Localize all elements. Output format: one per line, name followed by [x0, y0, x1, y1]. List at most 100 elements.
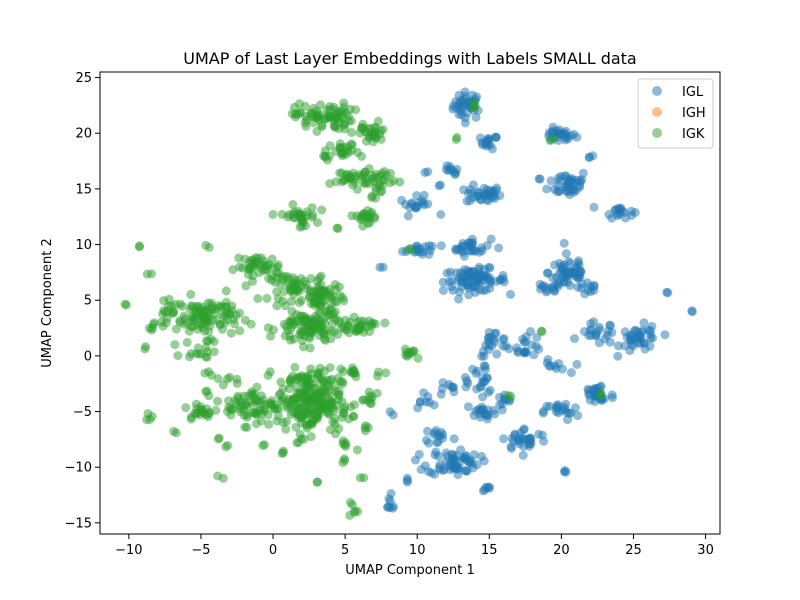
scatter-point-igl: [565, 281, 575, 290]
scatter-point-igk: [349, 368, 359, 378]
scatter-point-igl: [482, 195, 492, 205]
scatter-point-igk: [389, 176, 399, 186]
scatter-point-igk: [272, 287, 282, 297]
scatter-point-igl: [519, 337, 529, 347]
scatter-point-igk: [279, 287, 289, 297]
scatter-point-igl: [607, 390, 617, 400]
scatter-point-igl: [403, 211, 413, 221]
scatter-point-igk: [380, 318, 390, 328]
scatter-point-igl: [551, 407, 561, 416]
y-tick-label: −15: [65, 516, 92, 531]
scatter-point-igk: [413, 353, 423, 363]
scatter-point-igl: [566, 368, 576, 378]
scatter-point-igk: [201, 342, 211, 352]
scatter-point-igk: [329, 309, 339, 319]
scatter-point-igk: [179, 311, 189, 321]
scatter-point-igk: [226, 328, 236, 338]
scatter-point-igk: [209, 337, 219, 347]
scatter-point-igk: [221, 286, 231, 296]
scatter-point-igk: [297, 336, 307, 345]
scatter-point-igk: [292, 394, 302, 404]
scatter-point-igl: [447, 449, 457, 459]
scatter-point-igl: [570, 334, 579, 344]
chart-title: UMAP of Last Layer Embeddings with Label…: [183, 49, 636, 68]
scatter-point-igk: [596, 388, 606, 398]
scatter-point-igl: [506, 289, 515, 299]
scatter-point-igl: [586, 287, 596, 297]
legend-marker-igh: [652, 107, 662, 117]
scatter-point-igk: [248, 255, 258, 265]
scatter-point-igk: [322, 406, 332, 416]
x-tick-label: −10: [115, 543, 142, 558]
scatter-point-igk: [253, 294, 263, 303]
scatter-point-igk: [200, 326, 209, 336]
scatter-point-igk: [307, 203, 317, 213]
scatter-point-igk: [322, 105, 332, 115]
scatter-point-igk: [370, 127, 380, 137]
y-tick-label: −5: [73, 405, 92, 420]
scatter-point-igk: [283, 212, 293, 222]
legend: IGL IGH IGK: [637, 78, 714, 149]
scatter-point-igl: [537, 282, 547, 292]
y-axis-ticks: −15 −10 −5 0 5 10 15 20 25: [65, 71, 100, 531]
scatter-point-igl: [438, 378, 448, 388]
scatter-point-igk: [406, 244, 416, 254]
scatter-point-igk: [309, 300, 319, 310]
scatter-point-igl: [475, 133, 485, 143]
scatter-point-igl: [574, 256, 584, 266]
scatter-point-igk: [213, 434, 223, 444]
scatter-point-igl: [552, 187, 562, 197]
scatter-point-igk: [385, 168, 395, 178]
scatter-point-igk: [327, 397, 336, 407]
scatter-point-igk: [352, 445, 362, 455]
scatter-point-igl: [542, 401, 552, 411]
scatter-point-igl: [613, 351, 623, 361]
scatter-point-igl: [469, 246, 479, 256]
scatter-point-igl: [483, 333, 493, 343]
legend-marker-igl: [652, 86, 662, 96]
scatter-point-igl: [453, 464, 463, 474]
scatter-point-igk: [358, 395, 368, 405]
y-tick-label: 10: [75, 238, 92, 253]
scatter-point-igk: [325, 179, 335, 188]
scatter-point-igl: [483, 387, 493, 397]
scatter-point-igl: [459, 241, 469, 251]
scatter-point-igl: [647, 321, 657, 331]
scatter-point-igl: [469, 450, 479, 460]
scatter-point-igl: [547, 282, 557, 292]
scatter-point-igk: [170, 340, 180, 350]
scatter-point-igk: [309, 103, 319, 113]
y-tick-label: 25: [75, 71, 92, 86]
scatter-point-igk: [404, 349, 414, 359]
scatter-point-igl: [485, 278, 495, 288]
scatter-point-igl: [586, 324, 596, 334]
scatter-point-igl: [613, 341, 623, 351]
scatter-point-igk: [159, 296, 169, 306]
scatter-point-igk: [537, 326, 546, 336]
scatter-point-igk: [326, 334, 336, 344]
scatter-point-igl: [438, 286, 448, 295]
scatter-point-igk: [338, 293, 347, 303]
scatter-point-igl: [498, 274, 508, 284]
scatter-point-igl: [464, 290, 474, 300]
scatter-point-igl: [620, 327, 630, 337]
legend-label-igh: IGH: [682, 106, 706, 121]
scatter-point-igl: [383, 502, 393, 512]
scatter-point-igk: [187, 313, 197, 323]
scatter-point-igk: [207, 370, 216, 380]
scatter-point-igl: [594, 325, 604, 335]
scatter-point-igk: [359, 320, 369, 330]
scatter-point-igk: [347, 500, 357, 510]
scatter-point-igl: [526, 327, 535, 336]
scatter-point-igl: [478, 346, 488, 356]
scatter-point-igk: [232, 378, 242, 388]
scatter-point-igl: [436, 210, 446, 219]
scatter-point-igl: [550, 361, 560, 371]
scatter-point-igl: [465, 457, 474, 467]
scatter-point-igl: [687, 307, 697, 317]
scatter-point-igk: [339, 367, 349, 376]
scatter-point-igl: [594, 338, 604, 348]
scatter-point-igl: [429, 400, 439, 410]
scatter-point-igk: [194, 301, 204, 311]
